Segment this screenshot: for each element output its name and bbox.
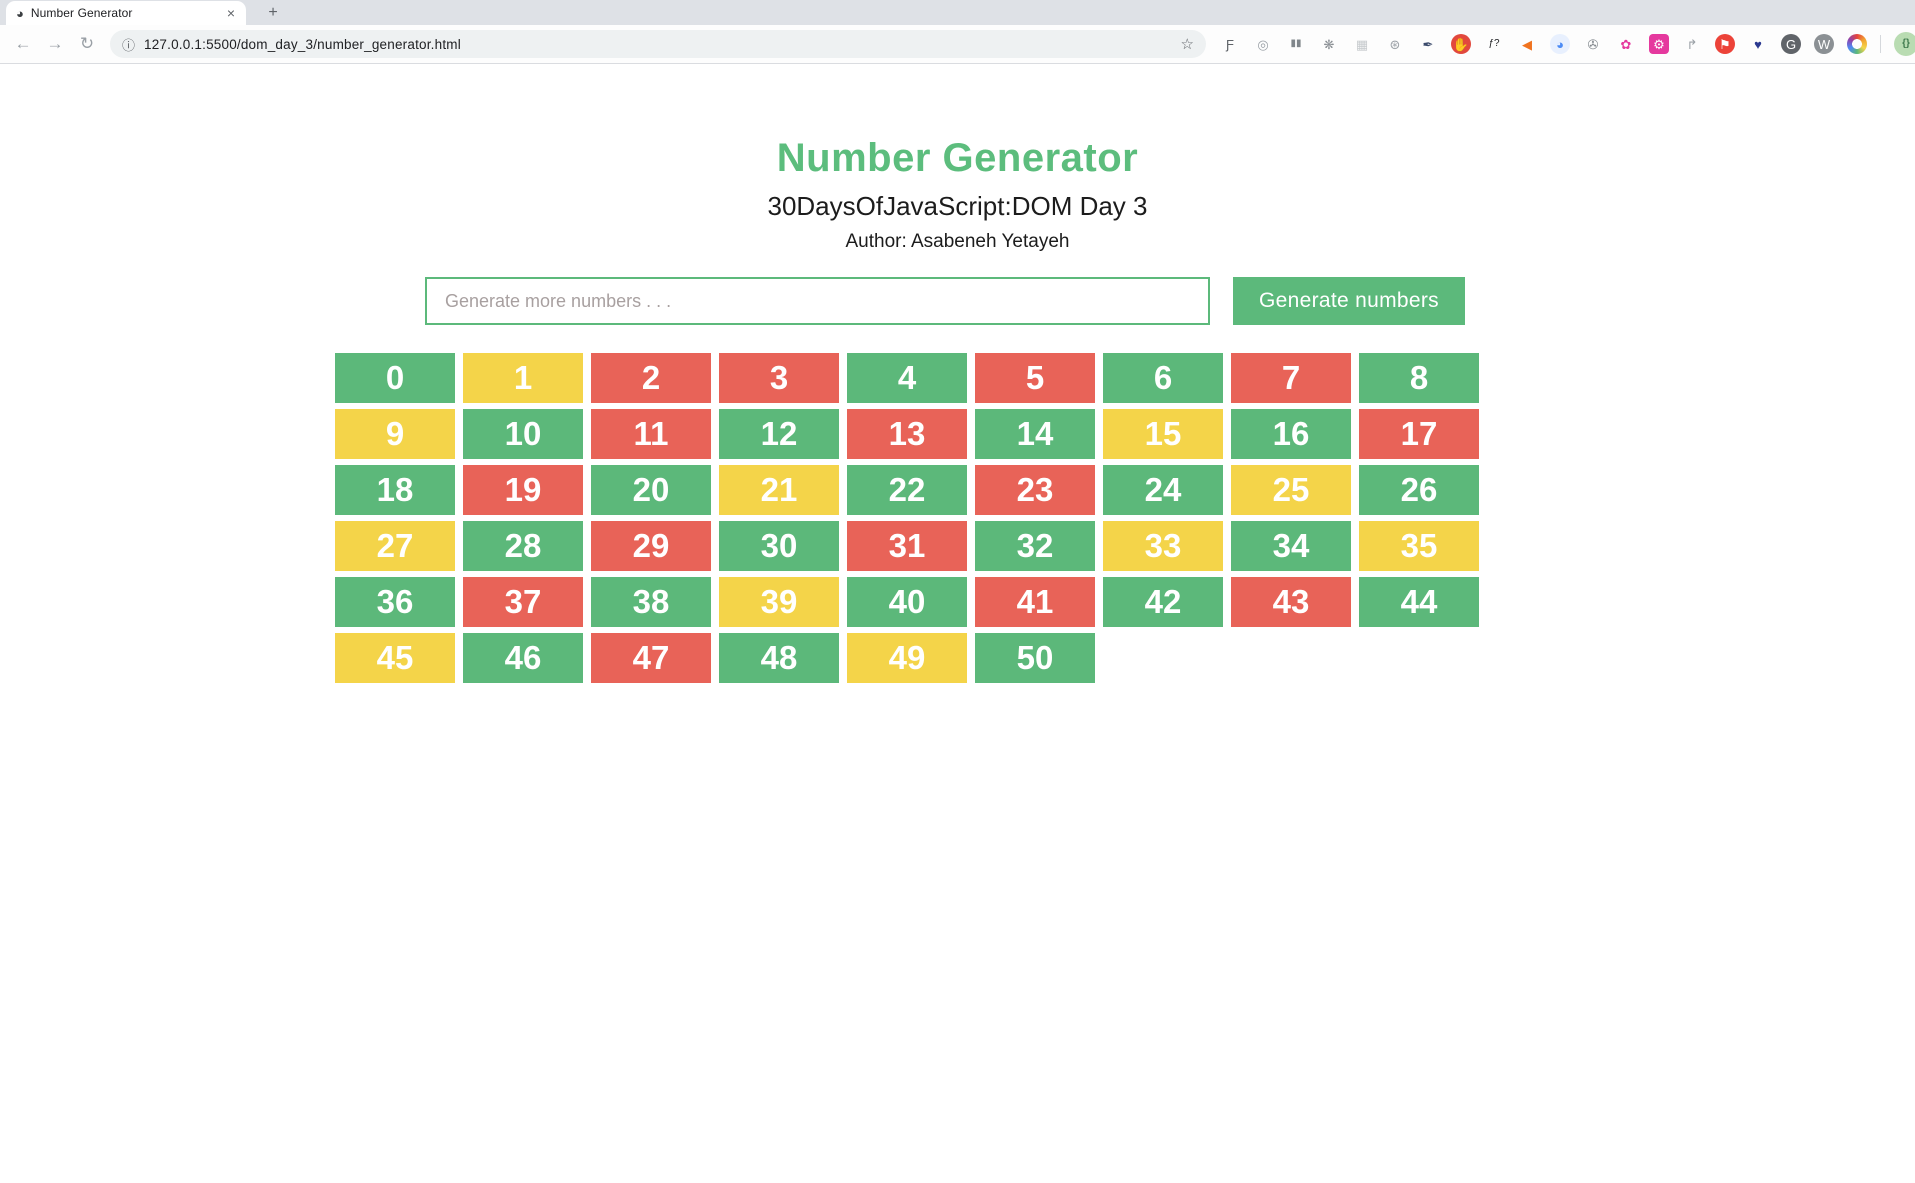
page-subtitle: 30DaysOfJavaScript:DOM Day 3 xyxy=(767,191,1148,221)
forward-icon[interactable]: → xyxy=(46,34,64,53)
number-cell-15: 15 xyxy=(1103,409,1223,459)
number-cell-1: 1 xyxy=(463,353,583,403)
number-cell-11: 11 xyxy=(591,409,711,459)
heart-search-icon[interactable]: ♥ xyxy=(1754,36,1762,52)
number-cell-48: 48 xyxy=(719,633,839,683)
number-cell-16: 16 xyxy=(1231,409,1351,459)
number-cell-43: 43 xyxy=(1231,577,1351,627)
number-cell-33: 33 xyxy=(1103,521,1223,571)
number-cell-6: 6 xyxy=(1103,353,1223,403)
number-cell-20: 20 xyxy=(591,465,711,515)
gear-icon[interactable]: ⚙ xyxy=(1649,34,1669,54)
number-cell-50: 50 xyxy=(975,633,1095,683)
page-author: Author: Asabeneh Yetayeh xyxy=(845,231,1070,252)
corner-arrow-icon[interactable]: ↱ xyxy=(1686,36,1698,52)
camera-icon[interactable]: ✇ xyxy=(1587,36,1599,52)
number-cell-41: 41 xyxy=(975,577,1095,627)
number-cell-21: 21 xyxy=(719,465,839,515)
megaphone-icon[interactable]: ◀ xyxy=(1522,36,1532,52)
browser-toolbar: ← → ↻ ⓘ 127.0.0.1:5500/dom_day_3/number_… xyxy=(0,25,1915,64)
number-cell-42: 42 xyxy=(1103,577,1223,627)
json-comment-icon[interactable]: ⊛ xyxy=(1389,36,1401,52)
number-cell-44: 44 xyxy=(1359,577,1479,627)
back-icon[interactable]: ← xyxy=(14,34,32,53)
generator-controls: Generate numbers xyxy=(425,277,1915,325)
number-cell-22: 22 xyxy=(847,465,967,515)
number-cell-35: 35 xyxy=(1359,521,1479,571)
number-cell-47: 47 xyxy=(591,633,711,683)
grid-icon[interactable]: ▦ xyxy=(1355,36,1369,52)
bookmark-star-icon[interactable]: ☆ xyxy=(1180,36,1194,53)
bookmark-icon[interactable]: ⚑ xyxy=(1715,34,1735,54)
number-cell-23: 23 xyxy=(975,465,1095,515)
stop-hand-icon[interactable]: ✋ xyxy=(1451,34,1471,54)
number-cell-14: 14 xyxy=(975,409,1095,459)
number-cell-9: 9 xyxy=(335,409,455,459)
number-count-input[interactable] xyxy=(425,277,1210,325)
font-scanner-icon[interactable]: Ƒ xyxy=(1226,36,1234,52)
flower-icon[interactable]: ✿ xyxy=(1620,36,1632,52)
number-cell-26: 26 xyxy=(1359,465,1479,515)
number-cell-8: 8 xyxy=(1359,353,1479,403)
globe-favicon-icon: ◕ xyxy=(16,5,24,21)
g-circle-icon[interactable]: G xyxy=(1781,34,1801,54)
tab-title: Number Generator xyxy=(30,6,133,20)
number-generator-page: Number Generator 30DaysOfJavaScript:DOM … xyxy=(0,64,1915,689)
bug-icon[interactable]: ❋ xyxy=(1323,36,1335,52)
number-cell-3: 3 xyxy=(719,353,839,403)
number-cell-0: 0 xyxy=(335,353,455,403)
number-cell-4: 4 xyxy=(847,353,967,403)
number-cell-10: 10 xyxy=(463,409,583,459)
number-cell-18: 18 xyxy=(335,465,455,515)
json-formatter-icon[interactable]: {} xyxy=(1894,32,1915,56)
number-cell-34: 34 xyxy=(1231,521,1351,571)
orbit-icon[interactable]: ◎ xyxy=(1257,36,1269,52)
number-cell-30: 30 xyxy=(719,521,839,571)
number-cell-24: 24 xyxy=(1103,465,1223,515)
eyedropper-icon[interactable]: ✒ xyxy=(1422,36,1434,52)
whatfont-icon[interactable]: ƒ? xyxy=(1488,38,1500,49)
number-cell-29: 29 xyxy=(591,521,711,571)
number-cell-12: 12 xyxy=(719,409,839,459)
reload-icon[interactable]: ↻ xyxy=(79,34,95,53)
number-cell-39: 39 xyxy=(719,577,839,627)
number-cell-2: 2 xyxy=(591,353,711,403)
number-cell-27: 27 xyxy=(335,521,455,571)
number-cell-37: 37 xyxy=(463,577,583,627)
w-circle-icon[interactable]: W xyxy=(1814,34,1834,54)
number-cell-7: 7 xyxy=(1231,353,1351,403)
extension-bar: Ƒ ◎ ▮▮ ❋ ▦ ⊛ ✒ ✋ ƒ? ◀ ◕ ✇ ✿ ⚙ ↱ ⚑ ♥ G W {} xyxy=(1220,32,1915,56)
color-ring-icon[interactable] xyxy=(1847,34,1867,54)
number-cell-5: 5 xyxy=(975,353,1095,403)
close-tab-icon[interactable]: × xyxy=(226,5,235,21)
number-cell-28: 28 xyxy=(463,521,583,571)
browser-tab[interactable]: ◕ Number Generator × xyxy=(6,1,246,25)
page-title: Number Generator xyxy=(776,136,1139,180)
address-bar[interactable]: ⓘ 127.0.0.1:5500/dom_day_3/number_genera… xyxy=(110,30,1206,58)
generate-numbers-button[interactable]: Generate numbers xyxy=(1233,277,1465,325)
url-text: 127.0.0.1:5500/dom_day_3/number_generato… xyxy=(144,36,461,52)
columns-icon[interactable]: ▮▮ xyxy=(1290,38,1302,49)
new-tab-button[interactable]: + xyxy=(268,4,278,21)
number-cell-45: 45 xyxy=(335,633,455,683)
number-cell-46: 46 xyxy=(463,633,583,683)
number-cell-17: 17 xyxy=(1359,409,1479,459)
extension-separator xyxy=(1880,35,1881,53)
number-cell-31: 31 xyxy=(847,521,967,571)
site-info-icon[interactable]: ⓘ xyxy=(122,37,136,53)
swirl-icon[interactable]: ◕ xyxy=(1550,34,1570,54)
number-cell-36: 36 xyxy=(335,577,455,627)
number-cell-49: 49 xyxy=(847,633,967,683)
number-cell-25: 25 xyxy=(1231,465,1351,515)
number-cell-19: 19 xyxy=(463,465,583,515)
number-cell-13: 13 xyxy=(847,409,967,459)
number-cell-32: 32 xyxy=(975,521,1095,571)
number-cell-38: 38 xyxy=(591,577,711,627)
number-cell-40: 40 xyxy=(847,577,967,627)
number-grid: 0 1 2 3 4 5 6 7 8 9 10 11 12 13 14 15 16 17 18 19 20 21 22 23 24… xyxy=(335,353,1491,689)
tab-bar: ◕ Number Generator × + xyxy=(0,0,1915,25)
